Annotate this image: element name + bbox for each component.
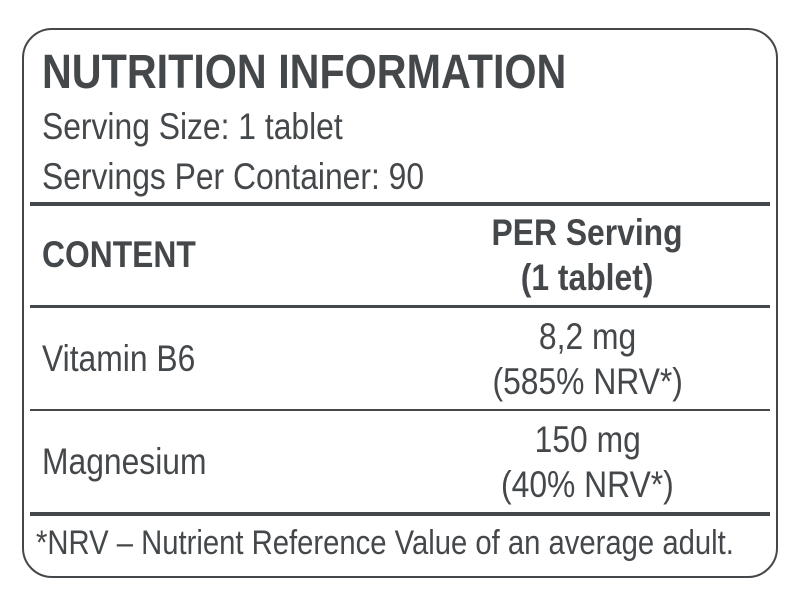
nutrient-values: 8,2 mg (585% NRV*) (405, 314, 770, 404)
nutrient-values: 150 mg (40% NRV*) (405, 417, 770, 507)
rule-above-footnote (30, 512, 770, 516)
nutrient-name: Vitamin B6 (24, 338, 405, 380)
rule-between-rows (30, 409, 770, 411)
label-header-section: NUTRITION INFORMATION Serving Size: 1 ta… (24, 30, 776, 202)
nrv-footnote-text: *NRV – Nutrient Reference Value of an av… (36, 524, 734, 562)
table-row-magnesium: Magnesium 150 mg (40% NRV*) (24, 411, 776, 512)
per-serving-line2-text: (1 tablet) (521, 257, 654, 298)
label-title: NUTRITION INFORMATION (42, 44, 768, 102)
nutrient-name-text: Magnesium (42, 440, 207, 482)
nutrient-amount: 150 mg (405, 417, 770, 462)
table-header-row: CONTENT PER Serving (1 tablet) (24, 206, 776, 305)
nutrient-name: Magnesium (24, 441, 405, 483)
nutrient-nrv-text: (585% NRV*) (492, 360, 683, 402)
table-row-vitamin-b6: Vitamin B6 8,2 mg (585% NRV*) (24, 308, 776, 409)
serving-size-text: Serving Size: 1 tablet (42, 106, 343, 147)
column-header-content: CONTENT (24, 234, 405, 276)
nutrient-nrv: (585% NRV*) (405, 359, 770, 404)
rule-below-header (30, 304, 770, 308)
per-serving-line1-text: PER Serving (491, 212, 683, 253)
nutrition-label: NUTRITION INFORMATION Serving Size: 1 ta… (22, 28, 778, 578)
column-header-content-text: CONTENT (42, 234, 196, 275)
label-title-text: NUTRITION INFORMATION (42, 46, 567, 99)
servings-per-container-text: Servings Per Container: 90 (42, 156, 425, 197)
per-serving-line2: (1 tablet) (405, 255, 770, 300)
nutrient-nrv-text: (40% NRV*) (501, 463, 674, 505)
nrv-footnote: *NRV – Nutrient Reference Value of an av… (24, 516, 776, 572)
serving-size-line: Serving Size: 1 tablet (42, 102, 768, 152)
nutrient-amount: 8,2 mg (405, 314, 770, 359)
nutrient-amount-text: 150 mg (534, 418, 641, 460)
servings-per-container-line: Servings Per Container: 90 (42, 152, 768, 202)
per-serving-line1: PER Serving (405, 210, 770, 255)
column-header-per-serving: PER Serving (1 tablet) (405, 210, 770, 300)
nutrient-amount-text: 8,2 mg (538, 315, 637, 357)
nutrient-name-text: Vitamin B6 (42, 337, 196, 379)
nutrient-nrv: (40% NRV*) (405, 462, 770, 507)
rule-above-header (30, 202, 770, 206)
